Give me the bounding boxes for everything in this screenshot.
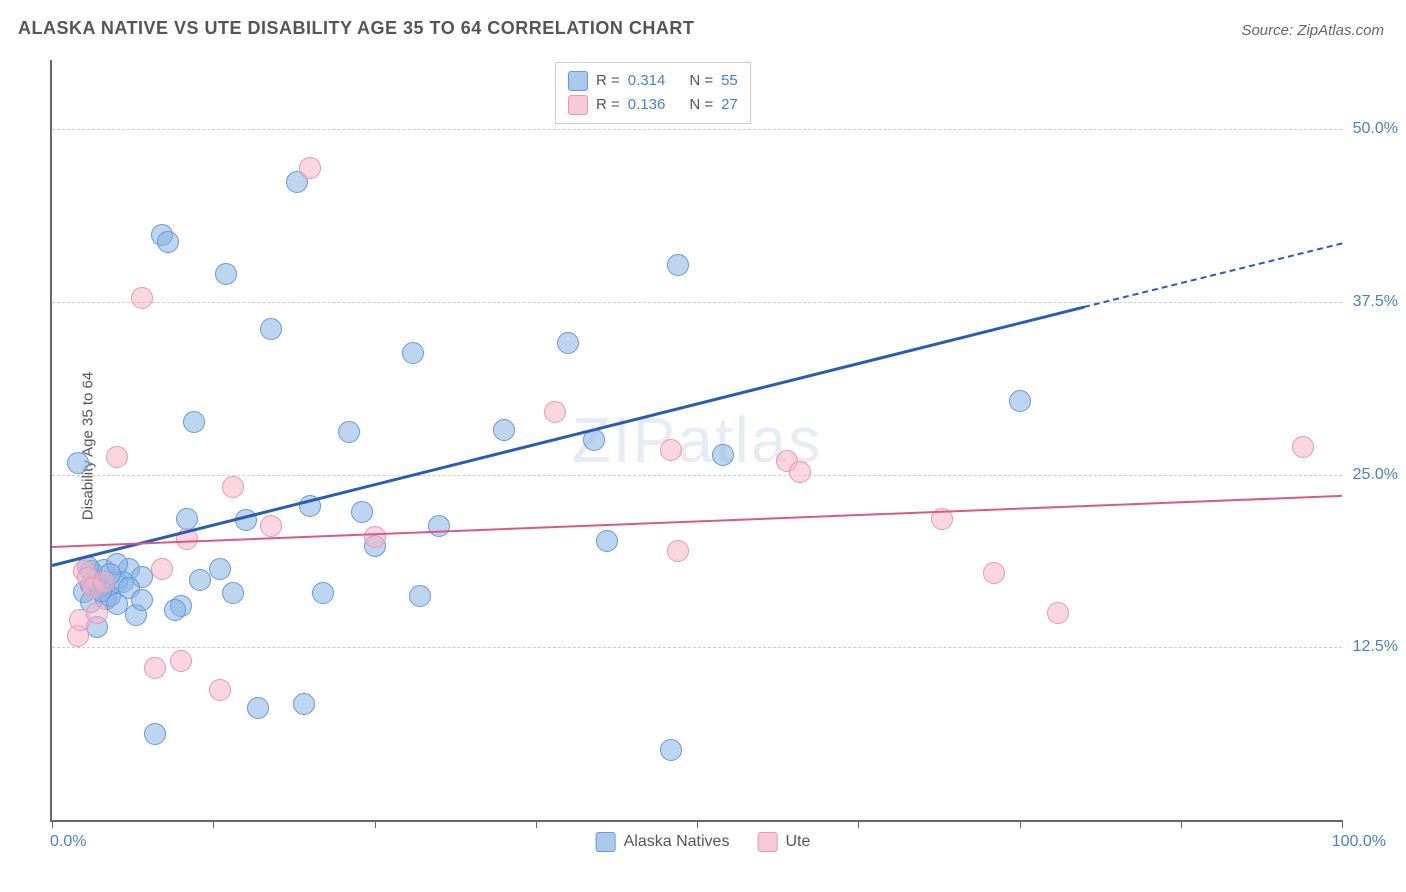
y-tick-label: 37.5% [1348,293,1398,311]
scatter-point [402,342,424,364]
legend-swatch-blue [596,832,616,852]
scatter-point [106,446,128,468]
scatter-point [667,540,689,562]
legend-r-label: R = [596,93,620,117]
x-axis-min-label: 0.0% [50,833,86,851]
scatter-point [222,476,244,498]
legend-n-value-blue: 55 [721,69,738,93]
gridline-h [52,302,1342,303]
scatter-point [712,444,734,466]
legend-swatch-pink [757,832,777,852]
x-tick [1181,820,1182,828]
scatter-point [215,263,237,285]
scatter-point [1047,602,1069,624]
x-tick [536,820,537,828]
chart-title: ALASKA NATIVE VS UTE DISABILITY AGE 35 T… [18,18,694,39]
scatter-point [409,585,431,607]
scatter-point [983,562,1005,584]
trend-line [1084,242,1342,308]
y-tick-label: 12.5% [1348,638,1398,656]
x-tick [858,820,859,828]
scatter-point [338,421,360,443]
legend-item-alaska: Alaska Natives [596,832,730,852]
scatter-point [557,332,579,354]
scatter-point [144,657,166,679]
x-tick [1020,820,1021,828]
scatter-point [789,461,811,483]
scatter-point [209,558,231,580]
source-attribution: Source: ZipAtlas.com [1241,22,1384,39]
legend-n-value-pink: 27 [721,93,738,117]
legend-r-value-blue: 0.314 [628,69,666,93]
legend-label-ute: Ute [785,833,810,851]
legend-r-label: R = [596,69,620,93]
gridline-h [52,129,1342,130]
scatter-point [596,530,618,552]
scatter-point [660,739,682,761]
scatter-point [312,582,334,604]
scatter-point [667,254,689,276]
gridline-h [52,647,1342,648]
legend-r-value-pink: 0.136 [628,93,666,117]
scatter-point [67,452,89,474]
scatter-point [93,571,115,593]
chart-container: ALASKA NATIVE VS UTE DISABILITY AGE 35 T… [0,0,1406,892]
scatter-point [364,526,386,548]
scatter-point [493,419,515,441]
legend-n-label: N = [689,93,713,117]
x-tick [375,820,376,828]
scatter-point [247,697,269,719]
legend-series: Alaska Natives Ute [596,832,811,852]
scatter-point [164,599,186,621]
scatter-point [144,723,166,745]
scatter-point [131,589,153,611]
x-tick [1342,820,1343,828]
scatter-point [428,515,450,537]
x-tick [213,820,214,828]
scatter-point [260,515,282,537]
scatter-point [183,411,205,433]
scatter-point [293,693,315,715]
scatter-point [260,318,282,340]
legend-correlation: R = 0.314 N = 55 R = 0.136 N = 27 [555,62,751,124]
plot-area: ZIPatlas 12.5%25.0%37.5%50.0% [50,60,1342,822]
scatter-point [351,501,373,523]
scatter-point [189,569,211,591]
scatter-point [151,558,173,580]
x-tick [52,820,53,828]
legend-row-pink: R = 0.136 N = 27 [568,93,738,117]
legend-swatch-pink [568,95,588,115]
scatter-point [209,679,231,701]
y-tick-label: 25.0% [1348,466,1398,484]
x-tick [697,820,698,828]
gridline-h [52,475,1342,476]
scatter-point [170,650,192,672]
legend-label-alaska: Alaska Natives [624,833,730,851]
x-axis-max-label: 100.0% [1332,833,1386,851]
legend-swatch-blue [568,71,588,91]
legend-n-label: N = [689,69,713,93]
scatter-point [1009,390,1031,412]
scatter-point [1292,436,1314,458]
scatter-point [157,231,179,253]
scatter-point [544,401,566,423]
scatter-point [299,157,321,179]
y-tick-label: 50.0% [1348,120,1398,138]
scatter-point [131,287,153,309]
scatter-point [176,508,198,530]
scatter-point [86,602,108,624]
legend-row-blue: R = 0.314 N = 55 [568,69,738,93]
legend-item-ute: Ute [757,832,810,852]
scatter-point [660,439,682,461]
scatter-point [222,582,244,604]
